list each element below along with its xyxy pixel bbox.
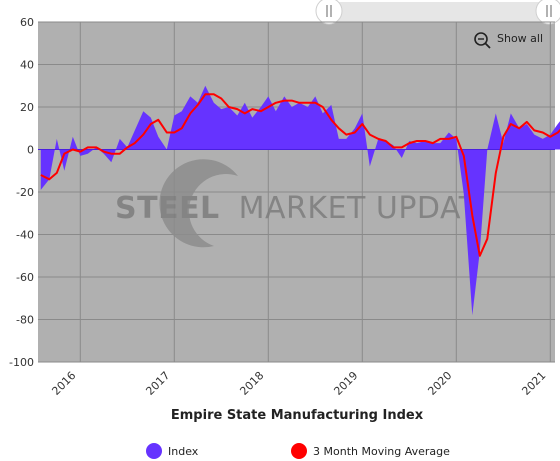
legend-label-moving-average: 3 Month Moving Average [313, 445, 450, 458]
x-tick-label: 2018 [237, 369, 266, 398]
legend-item-index[interactable]: Index [146, 443, 199, 459]
watermark-swoosh [159, 159, 238, 248]
y-tick-label: 40 [20, 59, 34, 72]
legend-swatch-moving-average [291, 443, 307, 459]
show-all-label: Show all [497, 32, 543, 45]
y-tick-label: 60 [20, 16, 34, 29]
y-tick-label: 20 [20, 101, 34, 114]
y-axis: 60 40 20 0 -20 -40 -60 -80 -100 [9, 16, 34, 369]
zoom-out-icon [474, 32, 488, 46]
range-navigator-mask [38, 2, 330, 22]
legend: Index 3 Month Moving Average [146, 443, 450, 459]
series-moving-average [40, 93, 560, 257]
x-tick-label: 2020 [425, 369, 454, 398]
x-axis-title: Empire State Manufacturing Index [171, 408, 424, 423]
show-all-button[interactable]: Show all [474, 32, 543, 49]
zoom-out-icon-handle [484, 42, 491, 49]
legend-item-moving-average[interactable]: 3 Month Moving Average [291, 443, 450, 459]
x-tick-label: 2017 [143, 369, 172, 398]
x-axis: 2016 2017 2018 2019 2020 2021 [49, 369, 548, 398]
y-tick-label: -100 [9, 356, 34, 369]
x-tick-label: 2021 [519, 369, 548, 398]
svg-text:STEEL MARKET UPDAT: STEEL MARKET UPDAT [115, 191, 478, 226]
range-handle-left[interactable] [315, 0, 343, 25]
range-handle-right[interactable] [535, 0, 560, 25]
x-tick-label: 2016 [49, 369, 78, 398]
x-tick-label: 2019 [331, 369, 360, 398]
y-tick-label: -20 [16, 186, 34, 199]
legend-label-index: Index [168, 445, 199, 458]
watermark: STEEL MARKET UPDAT [115, 159, 478, 248]
y-tick-label: 0 [27, 144, 34, 157]
moving-average-line [40, 93, 560, 257]
legend-swatch-index [146, 443, 162, 459]
watermark-regular: MARKET UPDAT [239, 191, 478, 226]
y-tick-label: -80 [16, 314, 34, 327]
y-tick-label: -40 [16, 229, 34, 242]
y-tick-label: -60 [16, 271, 34, 284]
watermark-bold: STEEL [115, 191, 220, 226]
